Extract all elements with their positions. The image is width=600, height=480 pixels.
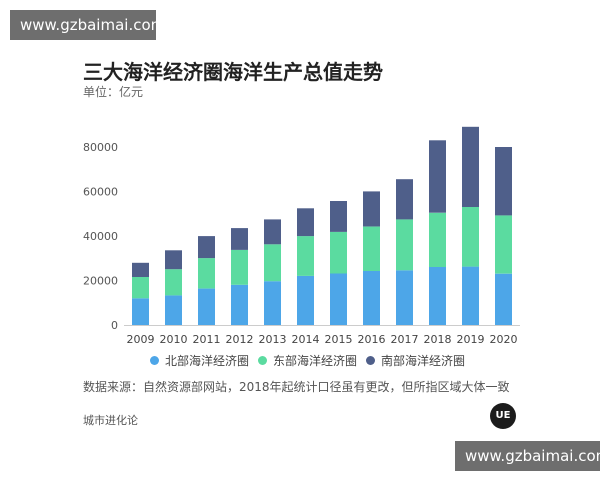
bar-segment-south-2013 [264,219,281,245]
bar-segment-south-2020 [495,147,512,216]
bar-segment-north-2014 [297,275,314,325]
bar-segment-east-2017 [396,219,413,271]
bar-segment-east-2011 [198,258,215,289]
bar-segment-north-2015 [330,273,347,325]
bar-segment-south-2016 [363,191,380,227]
legend-item-east: 东部海洋经济圈 [258,352,357,369]
bar-segment-east-2014 [297,236,314,276]
x-tick-label: 2016 [358,333,386,346]
legend-dot-north [150,356,159,365]
x-tick-label: 2012 [226,333,254,346]
bar-segment-north-2020 [495,273,512,325]
legend-dot-south [366,356,375,365]
x-tick-label: 2011 [193,333,221,346]
bar-segment-south-2019 [462,126,479,207]
x-tick-label: 2014 [292,333,320,346]
x-tick-label: 2013 [259,333,287,346]
bar-segment-east-2018 [429,212,446,267]
bar-segment-east-2020 [495,215,512,274]
bar-segment-north-2011 [198,288,215,325]
legend-item-north: 北部海洋经济圈 [150,352,249,369]
bar-segment-south-2014 [297,208,314,237]
bar-segment-east-2010 [165,269,182,296]
bar-segment-north-2012 [231,284,248,325]
bar-segment-north-2017 [396,270,413,325]
x-tick-label: 2015 [325,333,353,346]
y-tick-label: 0 [111,319,118,332]
bar-segment-east-2019 [462,207,479,267]
bar-segment-east-2012 [231,249,248,285]
legend-label-east: 东部海洋经济圈 [273,354,358,368]
bar-segment-north-2019 [462,266,479,325]
bar-segment-east-2009 [132,277,149,299]
x-tick-label: 2020 [490,333,518,346]
chart-title: 三大海洋经济圈海洋生产总值走势 [83,60,383,84]
bar-segment-south-2009 [132,262,149,277]
legend-dot-east [258,356,267,365]
legend-item-south: 南部海洋经济圈 [366,352,465,369]
bar-segment-north-2016 [363,271,380,325]
bar-segment-north-2018 [429,267,446,325]
bar-segment-east-2015 [330,231,347,274]
bar-segment-south-2017 [396,179,413,220]
y-tick-label: 40000 [83,230,118,243]
bar-segment-south-2015 [330,201,347,232]
bar-segment-south-2011 [198,236,215,259]
y-tick-label: 60000 [83,186,118,199]
bar-segment-south-2018 [429,140,446,213]
y-tick-label: 80000 [83,141,118,154]
legend-label-south: 南部海洋经济圈 [381,354,466,368]
legend-label-north: 北部海洋经济圈 [165,354,250,368]
bar-segment-north-2010 [165,295,182,325]
x-tick-label: 2018 [424,333,452,346]
bar-segment-east-2013 [264,244,281,282]
bar-segment-east-2016 [363,226,380,271]
x-tick-label: 2017 [391,333,419,346]
brand-logo: UE [490,403,516,429]
bar-segment-south-2010 [165,250,182,270]
bar-segment-south-2012 [231,228,248,250]
y-tick-label: 20000 [83,275,118,288]
footer-brand: 城市进化论 [83,414,138,427]
x-tick-label: 2019 [457,333,485,346]
source-note: 数据来源：自然资源部网站，2018年起统计口径虽有更改，但所指区域大体一致 [83,380,510,394]
bar-segment-north-2013 [264,281,281,325]
bar-segment-north-2009 [132,298,149,325]
unit-label: 单位：亿元 [83,85,144,99]
x-tick-label: 2009 [127,333,155,346]
watermark-badge-top: www.gzbaimai.com [10,10,165,40]
watermark-badge-bottom: www.gzbaimai.com [455,441,600,471]
x-tick-label: 2010 [160,333,188,346]
